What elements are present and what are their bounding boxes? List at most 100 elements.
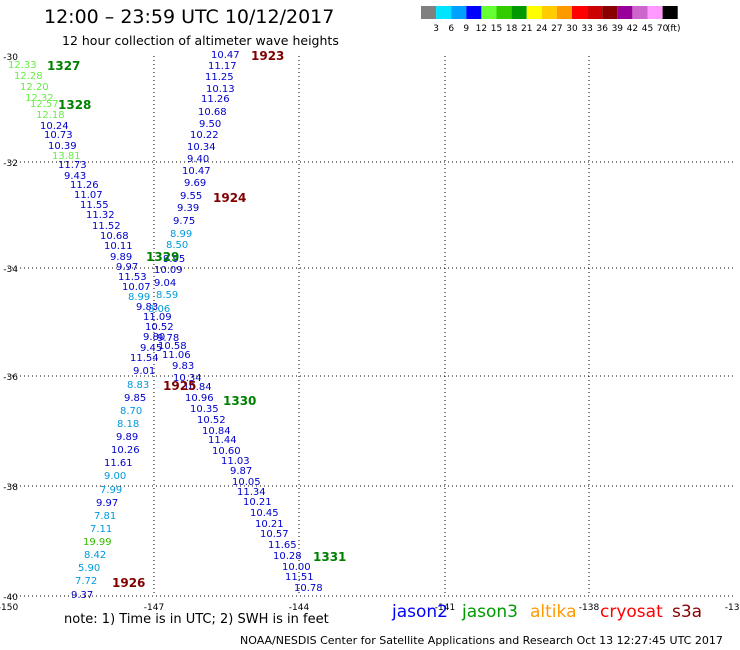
swh-reading: 8.70 — [120, 406, 142, 417]
scale-label: 24 — [536, 24, 548, 34]
legend-jason3: jason3 — [462, 602, 518, 622]
swh-reading: 10.68 — [198, 107, 227, 118]
swh-reading: 10.84 — [202, 426, 231, 437]
swh-reading: 9.69 — [184, 178, 206, 189]
orbit-track-label: 1330 — [223, 394, 256, 408]
swh-reading: 11.03 — [221, 456, 250, 467]
swh-reading: 7.81 — [94, 511, 116, 522]
swh-reading: 5.90 — [78, 563, 100, 574]
swh-reading: 8.99 — [128, 292, 150, 303]
swh-reading: 10.26 — [111, 445, 140, 456]
scale-swatch — [647, 6, 663, 19]
swh-reading: 11.54 — [130, 353, 159, 364]
swh-reading: 9.55 — [180, 191, 202, 202]
scale-label: 6 — [448, 24, 454, 34]
latitude-label: -32 — [3, 159, 18, 169]
scale-label: 39 — [612, 24, 624, 34]
swh-reading: 10.13 — [206, 84, 235, 95]
credit-line: NOAA/NESDIS Center for Satellite Applica… — [240, 634, 723, 647]
scale-label: 15 — [491, 24, 502, 34]
swh-reading: 11.34 — [237, 487, 266, 498]
swh-reading: 9.45 — [140, 343, 162, 354]
swh-reading: 10.52 — [145, 322, 174, 333]
swh-reading: 13.81 — [52, 151, 81, 162]
longitude-label: -150 — [0, 603, 18, 613]
swh-reading: 8.18 — [117, 419, 139, 430]
scale-swatch — [541, 6, 557, 19]
swh-reading: 7.72 — [75, 576, 97, 587]
scale-label: 36 — [596, 24, 608, 34]
swh-reading: 9.85 — [124, 393, 146, 404]
swh-reading: 8.83 — [127, 380, 149, 391]
swh-reading: 9.40 — [187, 154, 209, 165]
swh-reading: 10.47 — [211, 50, 240, 61]
swh-reading: 9.37 — [71, 590, 93, 601]
orbit-track-label: 1328 — [58, 98, 91, 112]
orbit-track-label: 1329 — [146, 250, 179, 264]
scale-label: 18 — [506, 24, 518, 34]
swh-reading: 11.17 — [208, 61, 237, 72]
swh-reading: 8.99 — [170, 229, 192, 240]
page-subtitle: 12 hour collection of altimeter wave hei… — [62, 33, 339, 48]
swh-reading: 12.33 — [8, 60, 37, 71]
swh-reading: 10.09 — [154, 265, 183, 276]
swh-reading: 11.51 — [285, 572, 314, 583]
scale-swatch — [587, 6, 603, 19]
swh-reading: 10.68 — [100, 231, 129, 242]
swh-reading: 9.78 — [157, 333, 179, 344]
orbit-track-label: 1331 — [313, 550, 346, 564]
scale-swatch — [481, 6, 497, 19]
swh-reading: 9.97 — [116, 262, 138, 273]
swh-reading: 9.89 — [110, 252, 132, 263]
swh-reading: 11.53 — [118, 272, 147, 283]
page-title: 12:00 – 23:59 UTC 10/12/2017 — [44, 6, 335, 28]
swh-reading: 7.99 — [100, 485, 122, 496]
swh-reading: 9.75 — [173, 216, 195, 227]
legend-altika: altika — [530, 602, 577, 622]
scale-label: 70 — [657, 24, 669, 34]
scale-label: 45 — [642, 24, 653, 34]
swh-reading: 10.07 — [122, 282, 151, 293]
swh-reading: 9.87 — [230, 466, 252, 477]
scale-swatch — [617, 6, 633, 19]
swh-reading: 9.95 — [163, 254, 185, 265]
swh-reading: 9.89 — [116, 432, 138, 443]
latitude-label: -38 — [3, 483, 18, 493]
latitude-label: -36 — [3, 373, 18, 383]
swh-reading: 10.84 — [183, 382, 212, 393]
scale-swatch — [451, 6, 467, 19]
swh-reading: 10.21 — [255, 519, 284, 530]
swh-reading: 11.25 — [205, 72, 234, 83]
swh-reading: 10.35 — [190, 404, 219, 415]
scale-swatch — [572, 6, 588, 19]
swh-reading: 9.83 — [136, 302, 158, 313]
swh-reading: 10.28 — [273, 551, 302, 562]
swh-reading: 11.06 — [162, 350, 191, 361]
swh-reading: 10.57 — [260, 529, 289, 540]
scale-swatch — [632, 6, 648, 19]
swh-reading: 11.65 — [268, 540, 297, 551]
legend-jason2: jason2 — [392, 602, 448, 622]
swh-reading: 8.06 — [148, 304, 170, 315]
swh-reading: 12.20 — [20, 82, 49, 93]
swh-reading: 10.39 — [48, 141, 77, 152]
scale-swatch — [421, 6, 437, 19]
swh-reading: 11.44 — [208, 435, 237, 446]
swh-reading: 9.39 — [177, 203, 199, 214]
scale-label: 12 — [476, 24, 487, 34]
orbit-track-label: 1925 — [163, 379, 196, 393]
swh-reading: 10.45 — [250, 508, 279, 519]
scale-swatch — [511, 6, 527, 19]
orbit-track-label: 1926 — [112, 576, 145, 590]
longitude-label: -138 — [579, 603, 600, 613]
swh-reading: 11.73 — [58, 160, 87, 171]
scale-swatch — [496, 6, 512, 19]
scale-swatch — [526, 6, 542, 19]
swh-reading: 12.28 — [14, 71, 43, 82]
swh-reading: 10.05 — [232, 477, 261, 488]
latitude-label: -40 — [3, 593, 18, 603]
scale-label: 30 — [566, 24, 578, 34]
swh-reading: 9.01 — [133, 366, 155, 377]
swh-reading: 8.42 — [84, 550, 106, 561]
swh-reading: 10.34 — [187, 142, 216, 153]
